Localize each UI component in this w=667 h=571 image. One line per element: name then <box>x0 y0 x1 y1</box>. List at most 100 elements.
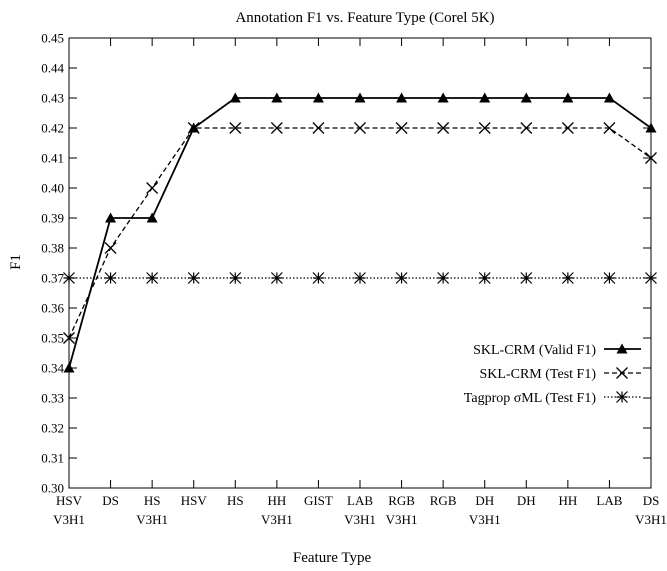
x-tick-label: HH <box>267 493 286 508</box>
y-tick-label: 0.42 <box>41 121 64 136</box>
asterisk-marker <box>312 272 325 284</box>
x-tick-label: V3H1 <box>261 512 293 527</box>
x-tick-label: V3H1 <box>469 512 501 527</box>
asterisk-marker <box>561 272 574 284</box>
asterisk-marker <box>645 272 657 284</box>
triangle-marker <box>312 92 324 103</box>
y-tick-label: 0.40 <box>41 181 64 196</box>
x-tick-label: V3H1 <box>136 512 168 527</box>
triangle-marker <box>396 92 408 103</box>
y-tick-label: 0.36 <box>41 301 64 316</box>
plot-frame <box>68 37 652 489</box>
chart-title: Annotation F1 vs. Feature Type (Corel 5K… <box>235 10 494 26</box>
y-tick-label: 0.33 <box>41 391 64 406</box>
x-tick-label: DH <box>475 493 494 508</box>
triangle-marker <box>520 92 532 103</box>
x-tick-label: V3H1 <box>344 512 376 527</box>
asterisk-marker <box>520 272 533 284</box>
asterisk-marker <box>270 272 283 284</box>
triangle-marker <box>146 212 158 223</box>
triangle-marker <box>479 92 491 103</box>
x-tick-label: HSV <box>56 493 83 508</box>
asterisk-marker <box>354 272 366 284</box>
asterisk-marker <box>187 272 200 284</box>
x-marker <box>478 122 491 134</box>
legend: SKL-CRM (Valid F1) SKL-CRM (Test F1) Tagpr… <box>464 343 641 406</box>
x-marker <box>229 122 242 134</box>
asterisk-marker <box>395 272 408 284</box>
triangle-marker <box>437 92 449 103</box>
x-marker <box>437 122 450 134</box>
series-line <box>68 127 652 339</box>
x-tick-label: DS <box>102 493 119 508</box>
y-tick-label: 0.41 <box>41 151 64 166</box>
legend-label: SKL-CRM (Valid F1) <box>473 343 596 358</box>
x-tick-label: HS <box>227 493 244 508</box>
x-marker <box>616 367 628 379</box>
x-tick-label: LAB <box>347 493 373 508</box>
x-tick-label: V3H1 <box>53 512 85 527</box>
legend-label: Tagprop σML (Test F1) <box>464 391 597 406</box>
y-tick-label: 0.38 <box>41 241 64 256</box>
asterisk-marker <box>616 391 628 403</box>
triangle-marker <box>616 343 628 354</box>
x-marker <box>312 122 325 134</box>
triangle-marker <box>603 92 615 103</box>
x-marker <box>63 332 75 344</box>
y-axis-label: F1 <box>8 254 24 270</box>
y-tick-label: 0.30 <box>41 481 64 496</box>
y-tick-label: 0.43 <box>41 91 64 106</box>
series-line <box>68 97 652 369</box>
x-marker <box>187 122 200 134</box>
x-marker <box>104 242 117 254</box>
y-tick-label: 0.39 <box>41 211 64 226</box>
axis-ticks: 0.30 0.31 0.32 0.33 0.34 0.35 0.36 0.37 0.38 0.39… <box>41 31 667 528</box>
x-marker <box>395 122 408 134</box>
x-tick-label: HH <box>558 493 577 508</box>
y-tick-label: 0.31 <box>41 451 64 466</box>
y-tick-label: 0.45 <box>41 31 64 46</box>
asterisk-marker <box>437 272 450 284</box>
asterisk-marker <box>478 272 491 284</box>
x-tick-label: HS <box>144 493 161 508</box>
x-marker <box>645 152 657 164</box>
y-tick-label: 0.35 <box>41 331 64 346</box>
y-tick-label: 0.44 <box>41 61 64 76</box>
x-marker <box>146 182 159 194</box>
x-tick-label: DH <box>517 493 536 508</box>
y-tick-label: 0.34 <box>41 361 64 376</box>
triangle-marker <box>271 92 283 103</box>
x-marker <box>561 122 574 134</box>
y-tick-label: 0.32 <box>41 421 64 436</box>
x-marker <box>270 122 283 134</box>
asterisk-marker <box>229 272 242 284</box>
series-1 <box>63 92 657 373</box>
y-tick-label: 0.37 <box>41 271 64 286</box>
series-2 <box>63 122 657 344</box>
x-axis-label: Feature Type <box>293 550 372 566</box>
x-marker <box>603 122 616 134</box>
x-tick-label: RGB <box>430 493 457 508</box>
x-tick-label: LAB <box>596 493 622 508</box>
triangle-marker <box>63 362 75 373</box>
asterisk-marker <box>63 272 75 284</box>
x-tick-label: DS <box>643 493 660 508</box>
triangle-marker <box>229 92 241 103</box>
x-tick-label: HSV <box>181 493 208 508</box>
x-marker <box>520 122 533 134</box>
asterisk-marker <box>146 272 159 284</box>
asterisk-marker <box>603 272 616 284</box>
triangle-marker <box>562 92 574 103</box>
triangle-marker <box>105 212 117 223</box>
series-3 <box>63 272 657 284</box>
asterisk-marker <box>104 272 117 284</box>
x-tick-label: RGB <box>388 493 415 508</box>
x-tick-label: V3H1 <box>635 512 667 527</box>
triangle-marker <box>354 92 366 103</box>
triangle-marker <box>645 122 657 133</box>
x-tick-label: GIST <box>304 493 333 508</box>
legend-label: SKL-CRM (Test F1) <box>480 367 597 382</box>
series-group <box>63 92 657 373</box>
x-marker <box>354 122 366 134</box>
